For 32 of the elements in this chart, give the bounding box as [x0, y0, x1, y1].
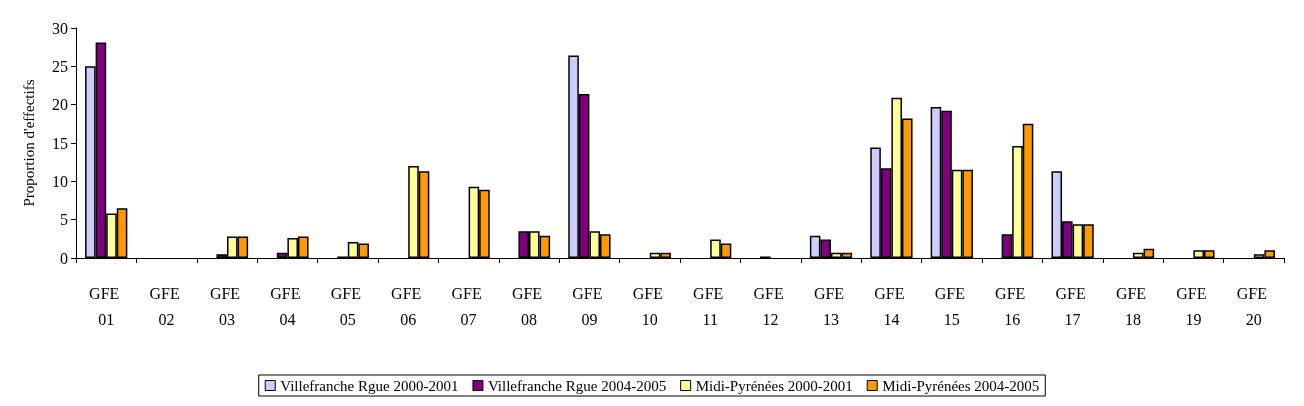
x-tick-label: GFE 07	[451, 284, 486, 328]
x-tick-label: GFE 05	[330, 284, 365, 328]
y-tick-label: 30	[52, 19, 68, 37]
x-tick-label: GFE 01	[89, 284, 124, 328]
x-tick-label: GFE 10	[632, 284, 667, 328]
x-tick-label: GFE 13	[813, 284, 849, 328]
legend-label: Midi-Pyrénées 2004-2005	[882, 377, 1040, 394]
x-tick-label: GFE 11	[693, 284, 728, 328]
y-tick-label: 20	[52, 96, 68, 114]
y-tick-label: 5	[60, 211, 68, 229]
x-tick-label: GFE 14	[874, 284, 909, 328]
legend-label: Villefranche Rgue 2004-2005	[487, 377, 667, 394]
y-tick-label: 0	[60, 249, 68, 267]
x-tick-label: GFE 08	[511, 284, 547, 328]
legend-label: Villefranche Rgue 2000-2001	[280, 377, 459, 394]
x-tick-label: GFE 15	[934, 284, 969, 328]
y-axis-title: Proportion d'effectifs	[20, 79, 37, 207]
x-tick-label: GFE 17	[1055, 284, 1090, 328]
x-tick-label: GFE 18	[1115, 284, 1151, 328]
x-tick-label: GFE 09	[572, 284, 607, 328]
y-tick-label: 10	[52, 172, 68, 190]
x-tick-label: GFE 06	[391, 284, 426, 328]
x-tick-label: GFE 04	[270, 284, 305, 328]
x-tick-label: GFE 19	[1176, 284, 1211, 328]
y-tick-label: 15	[52, 134, 68, 152]
x-tick-label: GFE 20	[1236, 284, 1271, 328]
y-tick-label: 25	[52, 57, 68, 75]
x-tick-label: GFE 02	[149, 284, 184, 328]
x-tick-label: GFE 16	[995, 284, 1030, 328]
legend-label: Midi-Pyrénées 2000-2001	[695, 377, 853, 394]
x-tick-label: GFE 12	[753, 284, 788, 328]
x-tick-label: GFE 03	[209, 284, 245, 328]
